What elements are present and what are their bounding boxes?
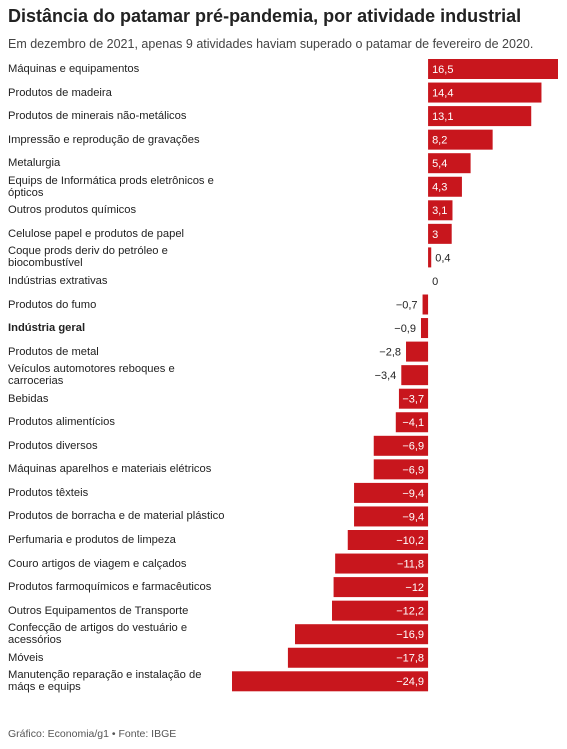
value-label: 0 [432,276,438,288]
category-label: Outros produtos químicos [8,204,137,217]
value-label: 0,4 [435,252,450,264]
bar [373,435,429,456]
value-label: −9,4 [402,511,424,523]
category-label: Confecção de artigos do vestuário e aces… [8,622,188,647]
bar [333,577,429,598]
category-label: Outros Equipamentos de Transporte [8,604,189,617]
category-label: Indústria geral [8,322,86,335]
bar [395,412,429,433]
category-label: Produtos diversos [8,439,98,452]
value-label: −11,8 [397,558,424,570]
bar [401,365,429,386]
value-label: −16,9 [396,629,424,641]
category-label: Máquinas e equipamentos [8,63,140,75]
bar [428,200,453,221]
category-label: Produtos alimentícios [8,416,115,429]
category-label: Indústrias extrativas [8,274,108,287]
category-label: Celulose papel e produtos de papel [8,227,185,240]
category-label: Móveis [8,651,44,664]
value-label: −17,8 [396,653,424,665]
value-label: 3,1 [432,205,447,217]
value-label: −24,9 [396,676,424,688]
value-label: 8,2 [432,135,447,147]
value-label: −4,1 [402,417,424,429]
bar [428,59,558,79]
value-label: −10,2 [396,535,424,547]
value-label: −0,7 [396,299,418,311]
value-label: −6,9 [402,464,424,476]
bar [347,530,429,550]
value-label: −3,7 [402,394,424,406]
category-label: Equips de Informática prods eletrônicos … [8,174,214,199]
bar [332,600,429,621]
category-label: Produtos farmoquímicos e farmacêuticos [8,581,212,594]
bar [287,647,429,668]
value-label: −2,8 [379,347,401,359]
value-label: −9,4 [402,488,424,500]
bar [232,671,429,692]
category-label: Máquinas aparelhos e materiais elétricos [8,463,212,476]
category-label: Produtos de metal [8,345,99,358]
category-label: Manutenção reparação e instalação de máq… [8,669,202,694]
category-label: Produtos de borracha e de material plást… [8,510,225,523]
value-label: −0,9 [394,323,416,335]
bar [428,129,493,150]
bar [422,294,429,315]
bar [294,624,429,645]
bar [406,341,429,362]
category-label: Produtos do fumo [8,298,97,311]
source: Gráfico: Economia/g1 • Fonte: IBGE [8,728,177,740]
value-label: −6,9 [402,441,424,453]
bar [354,506,429,527]
bar [428,82,542,103]
category-label: Bebidas [8,392,49,405]
category-label: Couro artigos de viagem e calçados [8,557,187,570]
bar [335,553,429,574]
category-label: Produtos de madeira [8,86,112,99]
category-label: Produtos de minerais não-metálicos [8,110,187,123]
bar [428,176,462,197]
bar [428,106,532,127]
category-label: Metalurgia [8,157,61,170]
bar [373,459,429,480]
category-label: Coque prods deriv do petróleo e biocombu… [8,245,168,270]
value-label: 16,5 [432,64,453,76]
category-label: Produtos têxteis [8,486,89,499]
bar [428,153,471,174]
value-label: −3,4 [375,370,397,382]
chart-subtitle: Em dezembro de 2021, apenas 9 atividades… [8,37,534,51]
bar [428,223,452,244]
category-label: Impressão e reprodução de gravações [8,133,200,146]
chart-title: Distância do patamar pré-pandemia, por a… [8,6,522,26]
category-label: Veículos automotores reboques e carrocer… [8,363,175,388]
value-label: 3 [432,229,438,241]
value-label: −12,2 [396,606,424,618]
bar [354,482,429,503]
bar [420,318,429,339]
value-label: 14,4 [432,87,453,99]
bar [428,247,432,268]
value-label: 4,3 [432,182,447,194]
value-label: −12 [405,582,424,594]
category-label: Perfumaria e produtos de limpeza [8,534,176,546]
value-label: 13,1 [432,111,453,123]
value-label: 5,4 [432,158,447,170]
bar [398,388,429,409]
